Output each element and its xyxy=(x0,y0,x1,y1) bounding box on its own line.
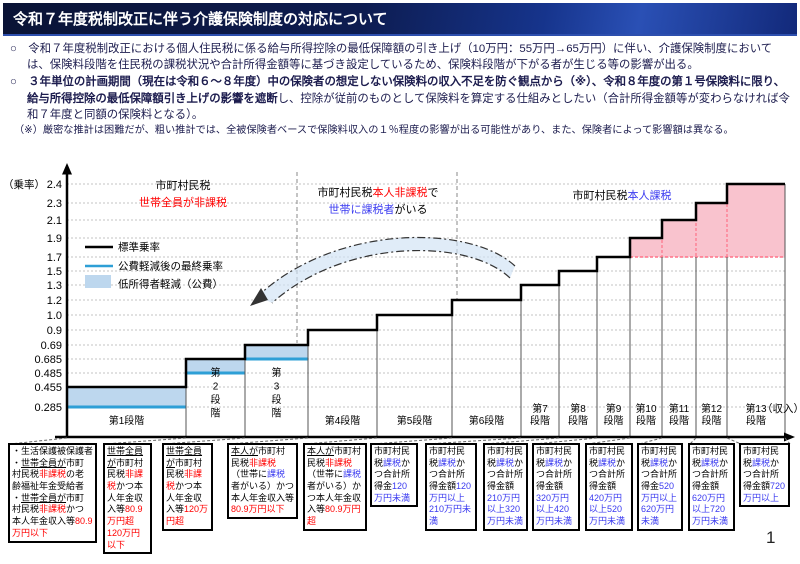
intro-bullet: ○ ３年単位の計画期間（現在は令和６～８年度）中の保険者の想定しない保険料の収入… xyxy=(10,76,790,121)
stage-box-10: 市町村民税課税かつ合計所得金額420万円以上520万円未満 xyxy=(585,443,633,531)
svg-text:2.4: 2.4 xyxy=(47,179,62,191)
svg-text:第4段階: 第4段階 xyxy=(325,414,361,427)
svg-text:段階: 段階 xyxy=(530,414,550,427)
svg-text:段階: 段階 xyxy=(669,414,689,427)
intro-bullet: ○ 令和７年度税制改正における個人住民税に係る給与所得控除の最低保障額の引き上げ… xyxy=(10,43,773,72)
svg-text:世帯に課税者がいる: 世帯に課税者がいる xyxy=(329,202,428,216)
svg-text:第11: 第11 xyxy=(669,402,690,415)
svg-text:市町村民税: 市町村民税 xyxy=(156,178,211,192)
svg-text:第5段階: 第5段階 xyxy=(397,414,433,427)
svg-text:段: 段 xyxy=(211,393,221,406)
premium-stage-step-chart: 2.4 2.3 2.1 1.9 1.7 1.5 1.3 1.2 1.0 0.9 0.69 0.685 0… xyxy=(3,163,800,445)
stage-box-1: ・生活保護被保護者 ・世帯全員が市町村民税非課税の老齢福祉年金受給者 ・世帯全員が市… xyxy=(8,443,97,543)
svg-text:市町村民税本人課税: 市町村民税本人課税 xyxy=(573,188,672,202)
stage-box-4: 本人が市町村民税非課税（世帯に課税者がいる）かつ本人年金収入等80.9万円以下 xyxy=(227,443,298,520)
svg-text:低所得者軽減（公費）: 低所得者軽減（公費） xyxy=(118,278,223,291)
svg-text:1.0: 1.0 xyxy=(47,310,62,322)
stage-box-8: 市町村民税課税かつ合計所得金額210万円以上320万円未満 xyxy=(483,443,528,531)
svg-text:1.3: 1.3 xyxy=(47,280,62,292)
intro-bullets: ○ 令和７年度税制改正における個人住民税に係る給与所得控除の最低保障額の引き上げ… xyxy=(10,41,792,123)
stage-box-9: 市町村民税課税かつ合計所得金額320万円以上420万円未満 xyxy=(532,443,580,531)
stage-box-5: 本人が市町村民税非課税（世帯に課税者がいる）かつ本人年金収入等80.9万円超 xyxy=(303,443,367,531)
stage-box-12: 市町村民税課税かつ合計所得金額620万円以上720万円未満 xyxy=(688,443,735,531)
footnote: （※）厳密な推計は困難だが、粗い推計では、全被保険者ベースで保険料収入の１％程度… xyxy=(14,124,734,136)
svg-text:0.9: 0.9 xyxy=(47,325,62,337)
title-bar: 令和７年度税制改正に伴う介護保険制度の対応について xyxy=(3,3,797,36)
page-number: 1 xyxy=(766,528,776,547)
svg-text:0.485: 0.485 xyxy=(34,368,62,380)
svg-text:1.2: 1.2 xyxy=(47,295,62,307)
svg-text:1.7: 1.7 xyxy=(47,252,62,264)
svg-text:段階: 段階 xyxy=(746,414,766,427)
stage-box-7: 市町村民税課税かつ合計所得金額120万円以上210万円未満 xyxy=(425,443,477,531)
tax-zone-dividers xyxy=(296,172,458,343)
stage-box-3: 世帯全員が市町村民税非課税かつ本人年金収入等120万円超 xyxy=(162,443,213,531)
svg-text:第: 第 xyxy=(272,366,282,379)
svg-text:0.285: 0.285 xyxy=(34,402,62,414)
stage-drop-arrow xyxy=(250,236,516,306)
svg-text:第8: 第8 xyxy=(570,402,586,415)
intro-text: ○ 令和７年度税制改正における個人住民税に係る給与所得控除の最低保障額の引き上げ… xyxy=(10,41,792,138)
svg-text:段階: 段階 xyxy=(604,414,624,427)
svg-text:0.685: 0.685 xyxy=(34,354,62,366)
svg-text:3: 3 xyxy=(274,382,280,393)
svg-text:市町村民税本人非課税で: 市町村民税本人非課税で xyxy=(318,185,439,199)
svg-text:世帯全員が非課税: 世帯全員が非課税 xyxy=(139,195,227,209)
svg-text:1.5: 1.5 xyxy=(47,266,62,278)
axes: （乗率） （収入） xyxy=(3,163,800,442)
svg-text:第13: 第13 xyxy=(745,402,767,415)
svg-text:段階: 段階 xyxy=(702,414,722,427)
svg-text:公費軽減後の最終乗率: 公費軽減後の最終乗率 xyxy=(118,260,223,273)
x-axis-label: （収入） xyxy=(762,403,800,415)
svg-text:第1段階: 第1段階 xyxy=(109,414,145,427)
svg-text:第: 第 xyxy=(211,366,221,379)
svg-text:階: 階 xyxy=(272,408,282,420)
page-title: 令和７年度税制改正に伴う介護保険制度の対応について xyxy=(13,11,388,28)
svg-text:1.9: 1.9 xyxy=(47,233,62,245)
stage-box-13: 市町村民税課税かつ合計所得金額720万円以上 xyxy=(739,443,790,508)
y-axis-label: （乗率） xyxy=(3,178,45,191)
svg-text:段階: 段階 xyxy=(636,414,656,427)
stage-box-2: 世帯全員が市町村民税非課税かつ本人年金収入等80.9万円超120万円以下 xyxy=(103,443,152,555)
stage-box-6: 市町村民税課税かつ合計所得金120万円未満 xyxy=(370,443,418,508)
svg-text:階: 階 xyxy=(211,408,221,420)
stage-box-11: 市町村民税課税かつ合計所得金520万円以上620万円未満 xyxy=(637,443,683,531)
stage-separators xyxy=(185,184,786,437)
svg-text:第10: 第10 xyxy=(635,402,657,415)
svg-text:第12: 第12 xyxy=(701,402,723,415)
svg-text:第9: 第9 xyxy=(606,402,622,415)
svg-text:2.3: 2.3 xyxy=(47,198,62,210)
svg-text:標準乗率: 標準乗率 xyxy=(118,241,160,254)
svg-text:段: 段 xyxy=(272,393,282,406)
svg-text:2.1: 2.1 xyxy=(47,215,62,227)
svg-text:0.455: 0.455 xyxy=(34,382,62,394)
low-income-reduction xyxy=(67,345,308,409)
svg-text:段階: 段階 xyxy=(568,414,588,427)
svg-text:0.69: 0.69 xyxy=(41,340,62,352)
standard-rate-step-line xyxy=(67,182,785,389)
svg-text:第7: 第7 xyxy=(532,402,548,415)
svg-text:2: 2 xyxy=(213,382,219,393)
gridlines-and-ticks: 2.4 2.3 2.1 1.9 1.7 1.5 1.3 1.2 1.0 0.9 0.69 0.685 0… xyxy=(34,179,785,414)
svg-text:第6段階: 第6段階 xyxy=(469,414,505,427)
